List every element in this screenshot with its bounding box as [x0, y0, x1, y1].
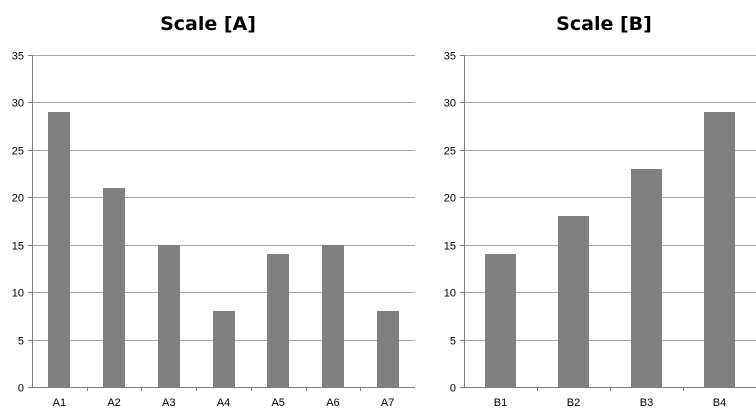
x-tick-label-a7: A7 — [381, 397, 394, 409]
chart-scale-a: Scale [A] 0 5 10 15 20 25 30 35 A1 A2 A3 A4 A5 A6 A7 — [12, 13, 415, 409]
bar-a4 — [213, 311, 235, 387]
y-tick-label: 15 — [444, 241, 456, 253]
y-tick-label: 0 — [18, 383, 24, 395]
y-tick-label: 30 — [444, 98, 456, 110]
y-tick-label: 5 — [18, 336, 24, 348]
bar-a5 — [267, 254, 289, 387]
bar-a2 — [103, 188, 125, 387]
x-tick-label-a2: A2 — [107, 397, 120, 409]
y-tick-label: 10 — [12, 288, 24, 300]
y-tick-label: 35 — [444, 51, 456, 63]
bar-b2 — [558, 216, 589, 387]
x-tick-label-b4: B4 — [713, 397, 726, 409]
x-tick-label-b2: B2 — [567, 397, 580, 409]
y-tick-label: 10 — [444, 288, 456, 300]
x-tick-label-a4: A4 — [217, 397, 230, 409]
x-tick-label-a5: A5 — [271, 397, 284, 409]
y-tick-label: 0 — [450, 383, 456, 395]
x-tick-label-b3: B3 — [640, 397, 653, 409]
bar-b3 — [631, 169, 662, 387]
y-tick-label: 20 — [12, 193, 24, 205]
y-tick-label: 30 — [12, 98, 24, 110]
y-tick-label: 35 — [12, 51, 24, 63]
chart-title: Scale [A] — [160, 13, 256, 35]
bar-a3 — [158, 245, 180, 387]
y-tick-label: 5 — [450, 336, 456, 348]
chart-title: Scale [B] — [556, 13, 652, 35]
bar-a7 — [377, 311, 399, 387]
x-tick-label-a1: A1 — [53, 397, 66, 409]
y-tick-label: 20 — [444, 193, 456, 205]
bar-a1 — [48, 112, 70, 387]
bar-b4 — [704, 112, 735, 387]
y-tick-label: 25 — [444, 146, 456, 158]
chart-scale-b: Scale [B] 0 5 10 15 20 25 30 35 B1 B2 B3 B4 — [444, 13, 756, 409]
y-tick-label: 25 — [12, 146, 24, 158]
x-tick-label-a6: A6 — [326, 397, 339, 409]
bar-a6 — [322, 245, 344, 387]
x-tick-label-a3: A3 — [162, 397, 175, 409]
y-tick-label: 15 — [12, 241, 24, 253]
bar-b1 — [485, 254, 516, 387]
x-tick-label-b1: B1 — [494, 397, 507, 409]
